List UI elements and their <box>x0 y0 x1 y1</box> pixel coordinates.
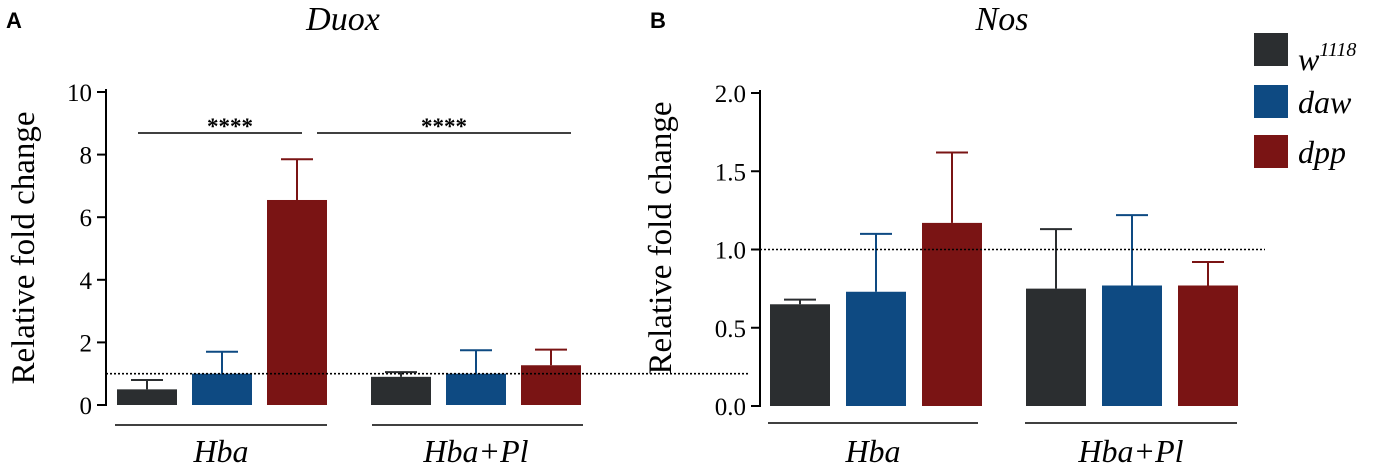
significance-label-2: **** <box>421 114 467 139</box>
panel-a-bar-dpp <box>521 365 581 405</box>
panel-a-group-label-hba-pl: Hba+Pl <box>422 433 528 465</box>
panel-a-bar-dpp <box>267 199 327 405</box>
panel-b: B Nos Relative fold change 0.0 0.5 1.0 1.5 2… <box>643 1 1265 465</box>
panel-a-title: Duox <box>305 1 380 38</box>
panel-b-y-tick-label: 2.0 <box>715 81 746 108</box>
panel-a-bar-daw <box>446 373 506 405</box>
panel-a-bar-w1118 <box>117 389 177 405</box>
panel-a-y-tick-label: 10 <box>67 80 92 107</box>
panel-a-y-ticks: 0 2 4 6 8 10 <box>67 80 106 420</box>
legend-label-w1118: w1118 <box>1298 39 1356 77</box>
panel-b-bar-dpp <box>922 222 982 406</box>
panel-b-bar-w1118 <box>1026 288 1086 406</box>
panel-b-y-ticks: 0.0 0.5 1.0 1.5 2.0 <box>715 81 760 421</box>
panel-b-y-tick-label: 1.5 <box>715 159 746 186</box>
legend-label-dpp: dpp <box>1298 134 1346 170</box>
panel-a-y-tick-label: 6 <box>80 205 93 232</box>
panel-a-y-axis-label: Relative fold change <box>6 111 42 384</box>
panel-b-bar-dpp <box>1178 285 1238 406</box>
panel-b-bar-w1118 <box>770 304 830 406</box>
panel-a-y-tick-label: 2 <box>80 330 93 357</box>
panel-b-bars <box>770 151 1238 406</box>
panel-b-y-tick-label: 1.0 <box>715 238 746 265</box>
significance-label-1: **** <box>207 114 253 139</box>
panel-b-y-tick-label: 0.5 <box>715 316 746 343</box>
panel-a-y-tick-label: 0 <box>80 393 93 420</box>
panel-a-group-label-hba: Hba <box>192 433 248 465</box>
panel-b-group-label-hba: Hba <box>844 433 900 465</box>
panel-b-group-label-hba-pl: Hba+Pl <box>1077 433 1183 465</box>
panel-a-y-tick-label: 8 <box>80 143 93 170</box>
legend: w1118 daw dpp <box>1254 33 1356 170</box>
panel-b-y-axis-label: Relative fold change <box>643 101 679 374</box>
panel-letter-a: A <box>6 8 22 33</box>
panel-a-bar-w1118 <box>371 376 431 405</box>
panel-letter-b: B <box>650 8 666 33</box>
panel-b-title: Nos <box>975 1 1029 38</box>
panel-a-y-tick-label: 4 <box>80 268 93 295</box>
panel-b-bar-daw <box>846 291 906 406</box>
legend-swatch-w1118 <box>1254 33 1288 66</box>
panel-b-bar-daw <box>1102 285 1162 406</box>
legend-label-daw: daw <box>1298 84 1352 120</box>
legend-swatch-dpp <box>1254 135 1288 168</box>
panel-b-y-tick-label: 0.0 <box>715 394 746 421</box>
panel-a-bars <box>117 158 581 405</box>
panel-a-bar-daw <box>192 373 252 405</box>
legend-swatch-daw <box>1254 85 1288 118</box>
